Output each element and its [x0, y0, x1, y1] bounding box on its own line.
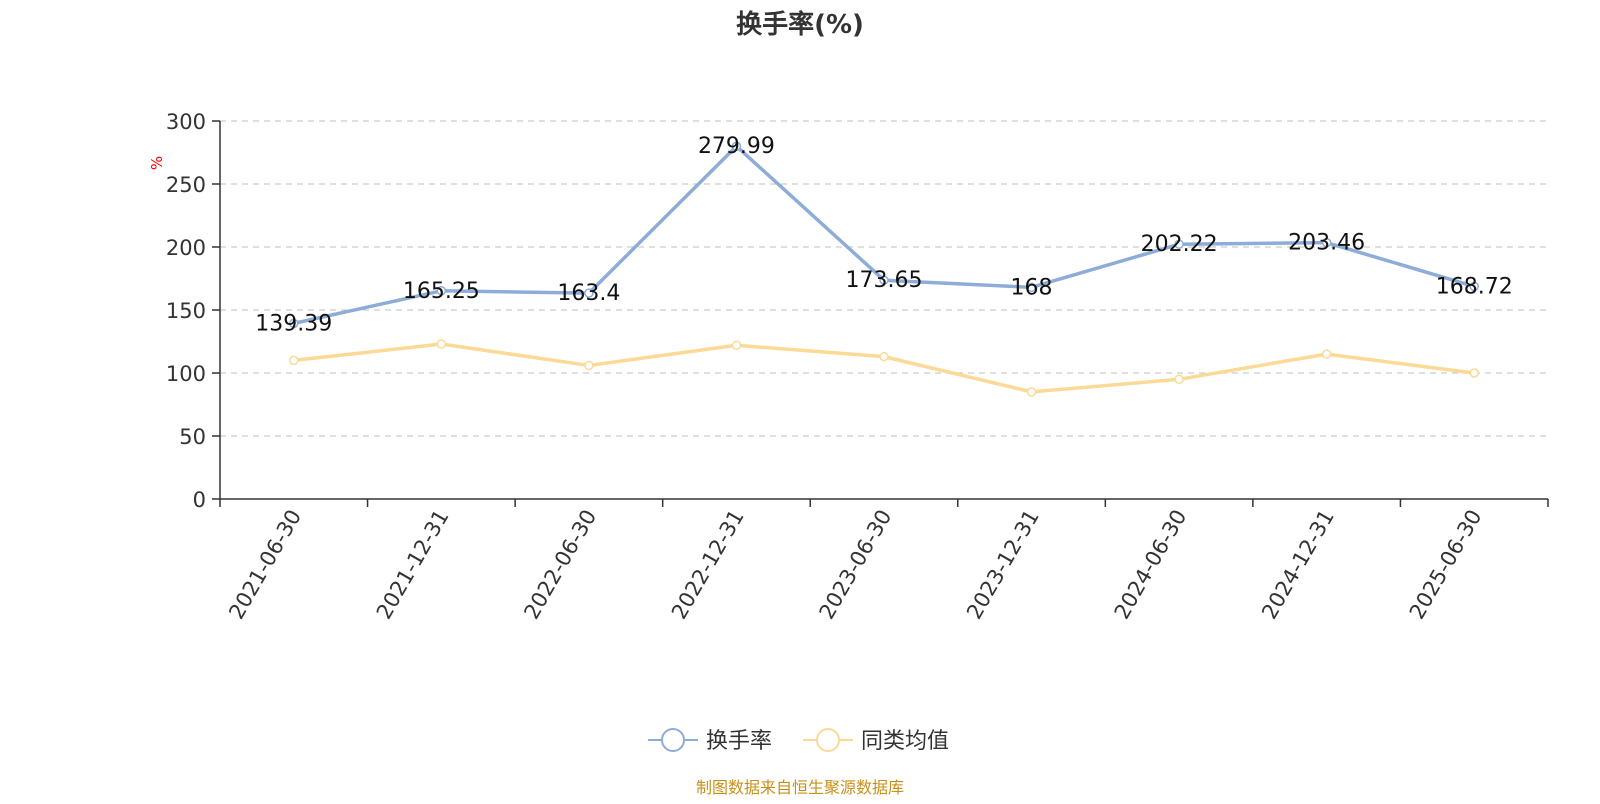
x-tick-label: 2024-06-30: [1110, 506, 1192, 624]
data-label: 165.25: [403, 279, 480, 304]
data-point: [1174, 239, 1184, 249]
data-point: [731, 141, 742, 151]
y-tick-label: 150: [166, 299, 206, 323]
source-note: 制图数据来自恒生聚源数据库: [696, 778, 904, 797]
data-point: [436, 286, 447, 296]
legend-item-turnover[interactable]: 换手率: [648, 728, 772, 754]
data-point: [1321, 349, 1332, 359]
data-point: [731, 340, 742, 351]
legend-label: 换手率: [706, 729, 772, 754]
data-label: 163.4: [557, 281, 620, 306]
x-tick-label: 2023-06-30: [815, 506, 897, 624]
data-label: 279.99: [698, 134, 775, 159]
data-point: [1026, 387, 1037, 397]
data-labels: 139.39 165.25 163.4 279.99 173.65 168 202.22 20…: [255, 134, 1512, 336]
data-point: [584, 288, 594, 298]
series-line-peer-average: [293, 342, 1475, 394]
axes: 0 50 100 150 200 250 300 2021-06-30 2021-12-31 20…: [166, 110, 1549, 624]
y-tick-label: 50: [179, 425, 206, 449]
data-point: [1469, 368, 1479, 378]
y-tick-label: 300: [166, 110, 206, 134]
y-tick-label: 100: [166, 362, 206, 386]
legend-item-peer-average[interactable]: 同类均值: [803, 728, 949, 754]
x-tick-label: 2021-06-30: [224, 506, 306, 624]
x-tick-label: 2025-06-30: [1405, 506, 1487, 624]
y-tick-label: 0: [193, 488, 206, 512]
data-point: [879, 275, 889, 285]
data-point: [584, 360, 594, 371]
data-point: [436, 339, 447, 349]
y-tick-label: 250: [166, 173, 206, 197]
data-point: [879, 351, 889, 362]
series-lines: [289, 141, 1479, 397]
legend-label: 同类均值: [861, 729, 949, 754]
data-label: 139.39: [255, 311, 332, 336]
grid-lines: [220, 120, 1548, 437]
x-tick-label: 2023-12-31: [962, 506, 1044, 624]
data-label: 203.46: [1288, 231, 1365, 256]
data-label: 168.72: [1436, 274, 1513, 299]
legend-marker: [661, 728, 685, 752]
x-tick-label: 2022-06-30: [519, 506, 601, 624]
data-label: 168: [1011, 275, 1053, 300]
legend-marker: [816, 728, 840, 752]
data-point: [289, 355, 299, 366]
data-point: [1321, 237, 1332, 248]
data-label: 173.65: [846, 268, 923, 293]
data-point: [289, 318, 299, 329]
data-point: [1026, 282, 1037, 293]
x-tick-label: 2021-12-31: [372, 506, 454, 624]
legend[interactable]: 换手率 同类均值: [648, 728, 949, 754]
x-tick-label: 2024-12-31: [1257, 506, 1339, 624]
data-point: [1174, 374, 1184, 385]
chart-title: 换手率(%): [736, 9, 864, 40]
data-label: 202.22: [1141, 232, 1218, 257]
x-tick-label: 2022-12-31: [667, 506, 749, 624]
y-tick-label: 200: [166, 236, 206, 260]
y-axis-label: %: [148, 156, 166, 170]
data-point: [1469, 281, 1479, 292]
